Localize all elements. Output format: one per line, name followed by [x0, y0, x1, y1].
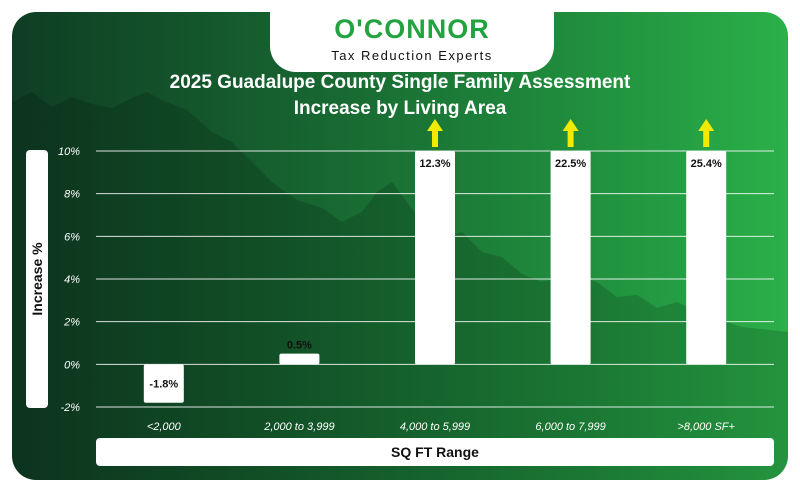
- bar: [279, 353, 320, 365]
- x-axis-label: SQ FT Range: [96, 438, 774, 466]
- brand-logo: O'CONNOR: [334, 14, 490, 44]
- chart-title-line-2: Increase by Living Area: [293, 98, 507, 119]
- brand-tagline: Tax Reduction Experts: [331, 48, 493, 63]
- overflow-arrow-icon: [427, 119, 443, 147]
- bar-value-label: 0.5%: [287, 340, 312, 352]
- x-tick-label: >8,000 SF+: [677, 421, 735, 433]
- y-tick-label: 10%: [58, 146, 80, 158]
- y-tick-label: 4%: [64, 274, 80, 286]
- y-tick-label: 2%: [63, 317, 80, 329]
- bar-value-label: -1.8%: [149, 379, 178, 391]
- bar-value-label: 22.5%: [555, 158, 586, 170]
- bar-value-label: 12.3%: [419, 158, 450, 170]
- chart-title: 2025 Guadalupe County Single Family Asse…: [0, 70, 800, 122]
- chart-card: O'CONNOR Tax Reduction Experts: [12, 12, 788, 480]
- y-tick-label: 6%: [64, 231, 80, 243]
- x-tick-label: <2,000: [147, 421, 182, 433]
- y-tick-label: 8%: [64, 189, 80, 201]
- y-tick-label: -2%: [60, 402, 80, 414]
- x-tick-label: 4,000 to 5,999: [400, 421, 470, 433]
- bar: [415, 151, 455, 365]
- overflow-arrow-icon: [698, 119, 715, 147]
- x-tick-label: 2,000 to 3,999: [263, 421, 334, 433]
- bar: [550, 151, 591, 365]
- overflow-arrow-icon: [562, 119, 579, 147]
- y-axis-label-box: [26, 150, 48, 408]
- chart-title-line-1: 2025 Guadalupe County Single Family Asse…: [169, 72, 631, 93]
- y-tick-label: 0%: [64, 359, 80, 371]
- bar-value-label: 25.4%: [691, 158, 722, 170]
- x-tick-label: 6,000 to 7,999: [535, 421, 605, 433]
- background-mountains: [12, 92, 788, 480]
- bar: [143, 364, 184, 403]
- bar: [686, 151, 727, 365]
- logo-tab: O'CONNOR Tax Reduction Experts: [270, 12, 554, 72]
